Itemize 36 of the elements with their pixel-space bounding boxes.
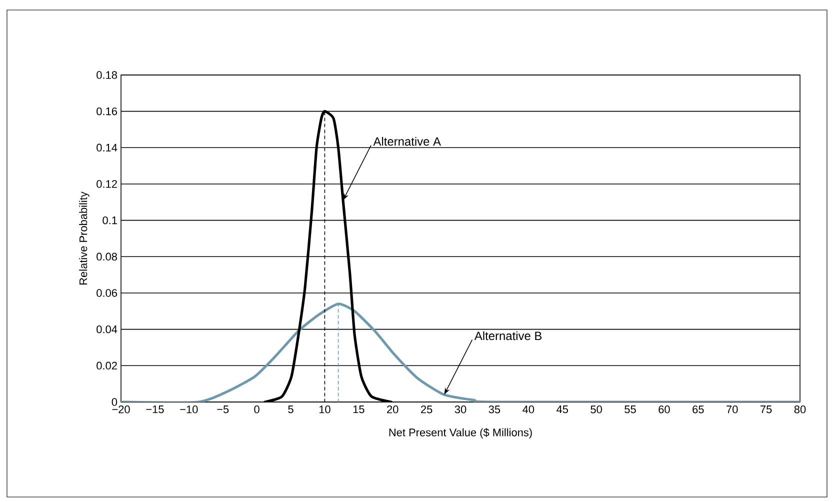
x-tick-label: 55 <box>624 406 636 414</box>
x-tick-label: 60 <box>658 406 670 414</box>
x-tick-label: −5 <box>217 406 229 414</box>
x-tick-label: 70 <box>726 406 738 414</box>
y-tick-label: 0.04 <box>96 325 118 334</box>
y-tick-label: 0.1 <box>102 216 117 224</box>
y-tick-label: 0.08 <box>96 252 118 261</box>
x-tick-label: 0 <box>254 406 260 414</box>
x-tick-label: 25 <box>421 406 432 414</box>
annotation: Alternative A <box>373 136 441 146</box>
y-tick-label: 0.02 <box>96 362 117 370</box>
x-tick-label: −15 <box>146 406 164 414</box>
x-tick-label: 15 <box>353 406 364 414</box>
x-tick-label: 50 <box>590 406 602 414</box>
x-tick-label: 20 <box>387 406 398 414</box>
annotation: Alternative B <box>474 331 542 340</box>
x-tick-label: 5 <box>288 406 294 414</box>
x-tick-label: 80 <box>794 406 806 414</box>
x-tick-label: 45 <box>556 406 568 414</box>
x-tick-label: 40 <box>522 406 534 414</box>
y-tick-label: 0.16 <box>96 107 118 116</box>
y-tick-label: 0.06 <box>96 289 118 297</box>
x-tick-label: 75 <box>760 406 772 414</box>
y-tick-label: 0.14 <box>96 144 118 152</box>
x-tick-label: 35 <box>488 406 500 414</box>
x-tick-label: 65 <box>692 406 704 414</box>
y-tick-label: 0 <box>112 398 118 406</box>
x-axis-title: Net Present Value ($ Millions) <box>389 428 532 438</box>
x-tick-label: 10 <box>319 406 330 414</box>
y-tick-label: 0.18 <box>96 71 118 79</box>
x-tick-label: −20 <box>112 406 130 414</box>
line-series <box>121 302 800 402</box>
x-tick-label: 30 <box>454 406 466 414</box>
y-tick-label: 0.12 <box>96 180 117 188</box>
y-axis-title: Relative Probability <box>79 192 90 284</box>
x-tick-label: −10 <box>180 406 198 414</box>
